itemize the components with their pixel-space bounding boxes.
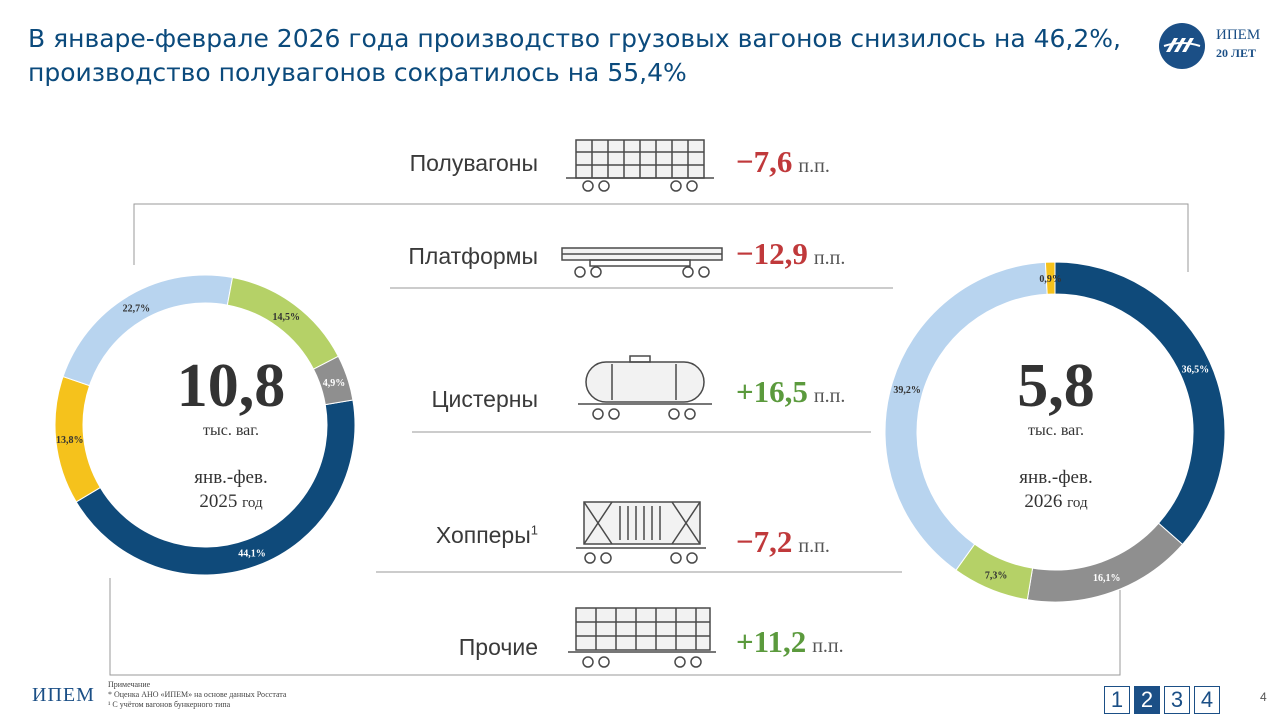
donut-2026-slice-hopper	[1044, 261, 1056, 295]
left-period-year-line: 2025 год	[131, 490, 331, 515]
donut-chart-2025: 44,1% 13,8% 22,7% 14,5% 4,9%	[54, 274, 356, 576]
right-period-label: янв.-фев.	[1019, 467, 1093, 488]
donut-2026-label-gondola: 36,5%	[1182, 365, 1210, 376]
gondola-wagon-icon	[566, 139, 714, 192]
label-gondola: Полувагоны	[409, 150, 538, 176]
donut-chart-2026: 36,5% 16,1% 7,3% 39,2% 0,9%	[884, 261, 1226, 603]
boxcar-wagon-icon	[568, 607, 716, 668]
connector-lines	[109, 203, 1189, 676]
delta-tank-unit: п.п.	[813, 385, 846, 407]
logo-sub: 20 ЛЕТ	[1216, 46, 1256, 60]
label-hopper: Хопперы1	[298, 522, 538, 549]
logo-text: ИПЕМ 20 ЛЕТ	[1216, 26, 1260, 62]
delta-hopper: −7,2 п.п.	[736, 524, 830, 560]
donut-2025-label-tank: 22,7%	[123, 304, 151, 315]
page-button-2[interactable]: 2	[1134, 686, 1160, 714]
page-button-4[interactable]: 4	[1194, 686, 1220, 714]
donut-2025-label-gondola: 44,1%	[238, 549, 266, 560]
donut-2025-label-other: 4,9%	[323, 378, 346, 389]
right-total-unit: тыс. ваг.	[1027, 422, 1085, 439]
ipem-logo-icon	[1159, 23, 1205, 69]
donut-2026-label-hopper: 0,9%	[1039, 274, 1062, 285]
left-period-label: янв.-фев.	[194, 467, 268, 488]
delta-other-value: +11,2	[736, 624, 807, 659]
label-hopper-text: Хопперы	[435, 522, 531, 548]
platform-wagon-icon	[561, 247, 723, 278]
delta-gondola: −7,6 п.п.	[736, 144, 830, 180]
note-title: Примечание	[108, 680, 151, 689]
label-tank: Цистерны	[431, 386, 538, 412]
label-platform: Платформы	[408, 243, 538, 269]
left-total-value: 10,8	[176, 352, 286, 420]
label-hopper-sup: 1	[530, 522, 538, 538]
label-other: Прочие	[458, 634, 538, 660]
page-button-3[interactable]: 3	[1164, 686, 1190, 714]
donut-2026-label-tank: 39,2%	[893, 385, 921, 396]
right-period-year-line: 2026 год	[956, 490, 1156, 515]
donut-2025-label-platform: 14,5%	[272, 312, 300, 323]
delta-platform: −12,9 п.п.	[736, 236, 845, 272]
footer-logo: ИПЕМ	[32, 684, 95, 706]
right-total-value: 5,8	[1017, 352, 1095, 420]
left-total-unit: тыс. ваг.	[202, 422, 260, 439]
page-button-1[interactable]: 1	[1104, 686, 1130, 714]
delta-gondola-value: −7,6	[736, 144, 793, 179]
title-line-2: производство полувагонов сократилось на …	[28, 58, 687, 87]
left-period-year: 2025	[199, 491, 238, 512]
top-frame-line	[133, 203, 1189, 272]
donut-2026-label-other: 16,1%	[1093, 573, 1121, 584]
note-2: ¹ С учётом вагонов бункерного типа	[108, 700, 231, 709]
delta-hopper-unit: п.п.	[798, 535, 830, 557]
left-period-suffix: год	[242, 495, 263, 511]
right-period: янв.-фев. 2026 год	[956, 466, 1156, 515]
delta-platform-value: −12,9	[736, 236, 808, 271]
delta-tank-value: +16,5	[736, 374, 808, 409]
donut-2026-slice-other	[1026, 522, 1184, 603]
slide-number: 4	[1260, 690, 1267, 704]
donut-2025-slice-other	[312, 355, 354, 406]
bottom-frame-line	[109, 578, 1121, 676]
hopper-wagon-icon	[576, 501, 706, 564]
title-line-1: В январе-феврале 2026 года производство …	[28, 24, 1121, 53]
delta-tank: +16,5 п.п.	[736, 374, 845, 410]
note-1: * Оценка АНО «ИПЕМ» на основе данных Рос…	[108, 690, 287, 699]
right-period-suffix: год	[1067, 495, 1088, 511]
logo-name: ИПЕМ	[1216, 27, 1261, 43]
slide-title: В январе-феврале 2026 года производство …	[28, 22, 1128, 90]
footnotes: Примечание * Оценка АНО «ИПЕМ» на основе…	[108, 680, 286, 710]
delta-other-unit: п.п.	[812, 635, 844, 657]
page-nav: 1 2 3 4	[1104, 686, 1220, 714]
donut-2025-label-hopper: 13,8%	[56, 435, 84, 446]
right-period-year: 2026	[1024, 491, 1063, 512]
donut-2026-label-platform: 7,3%	[985, 570, 1008, 581]
delta-gondola-unit: п.п.	[798, 155, 830, 177]
delta-hopper-value: −7,2	[736, 524, 793, 559]
delta-other: +11,2 п.п.	[736, 624, 844, 660]
left-period: янв.-фев. 2025 год	[131, 466, 331, 515]
delta-platform-unit: п.п.	[813, 247, 846, 269]
tank-wagon-icon	[578, 355, 712, 420]
